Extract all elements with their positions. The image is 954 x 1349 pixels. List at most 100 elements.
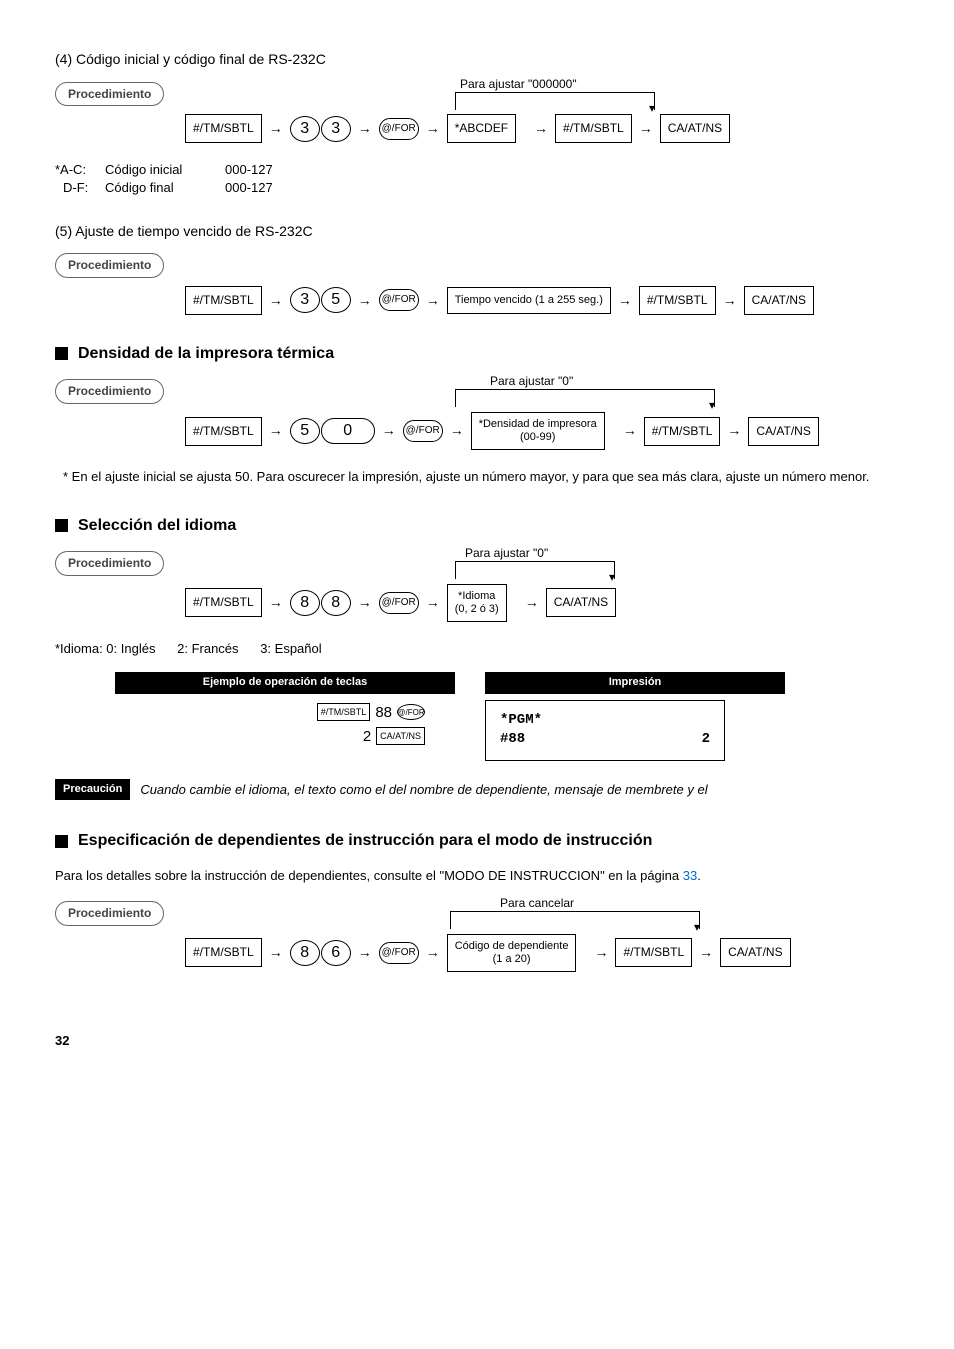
bypass-note: Para ajustar "0": [490, 373, 573, 390]
example-header-keys: Ejemplo de operación de teclas: [115, 672, 455, 693]
key-caatns: CA/AT/NS: [660, 114, 730, 143]
heading-text: Selección del idioma: [78, 515, 236, 537]
heading-idioma: Selección del idioma: [55, 515, 899, 537]
procedure-label: Procedimiento: [55, 551, 164, 576]
key-digit: 0: [321, 418, 375, 444]
key-atfor: @/FOR: [379, 942, 419, 964]
key-tmsbtl: #/TM/SBTL: [185, 286, 262, 315]
densidad-flow: Procedimiento Para ajustar "0" ▾ #/TM/SB…: [55, 379, 899, 450]
example-keys-col: Ejemplo de operación de teclas #/TM/SBTL…: [115, 672, 455, 761]
arrow-icon: →: [358, 119, 372, 139]
bypass-note: Para cancelar: [500, 895, 574, 912]
caution-text: Cuando cambie el idioma, el texto como e…: [140, 779, 707, 799]
heading-espec: Especificación de dependientes de instru…: [55, 830, 899, 852]
arrow-icon: →: [269, 593, 283, 613]
key-tmsbtl: #/TM/SBTL: [644, 417, 721, 446]
arrow-icon: →: [594, 943, 608, 963]
example-header-print: Impresión: [485, 672, 785, 693]
densidad-note: * En el ajuste inicial se ajusta 50. Par…: [55, 468, 899, 486]
section-4-title: (4) Código inicial y código final de RS-…: [55, 50, 899, 70]
espec-flow: Procedimiento Para cancelar ▾ #/TM/SBTL …: [55, 901, 899, 972]
arrow-icon: →: [639, 119, 653, 139]
key-tmsbtl: #/TM/SBTL: [185, 417, 262, 446]
def-value: 000-127: [225, 161, 273, 179]
procedure-label: Procedimiento: [55, 379, 164, 404]
key-tmsbtl: #/TM/SBTL: [185, 114, 262, 143]
arrow-icon: →: [727, 421, 741, 441]
key-digit: 3: [290, 287, 320, 313]
key-tmsbtl: #/TM/SBTL: [317, 703, 371, 722]
procedure-label: Procedimiento: [55, 901, 164, 926]
caution-row: Precaución Cuando cambie el idioma, el t…: [55, 779, 899, 800]
arrow-icon: →: [358, 943, 372, 963]
key-caatns: CA/AT/NS: [744, 286, 814, 315]
espec-intro: Para los detalles sobre la instrucción d…: [55, 867, 899, 885]
input-box: *Densidad de impresora (00-99): [471, 412, 605, 450]
input-box: *ABCDEF: [447, 114, 516, 143]
arrow-icon: →: [269, 291, 283, 311]
key-digit: 3: [321, 116, 351, 142]
key-atfor: @/FOR: [379, 289, 419, 311]
heading-text: Especificación de dependientes de instru…: [78, 830, 652, 852]
arrow-icon: →: [534, 119, 548, 139]
bypass-note: Para ajustar "000000": [460, 76, 577, 93]
bypass-line: [455, 389, 715, 407]
example-print-col: Impresión *PGM* #882: [485, 672, 785, 761]
key-caatns: CA/AT/NS: [376, 727, 425, 746]
key-tmsbtl: #/TM/SBTL: [185, 588, 262, 617]
key-tmsbtl: #/TM/SBTL: [185, 938, 262, 967]
arrow-icon: →: [426, 593, 440, 613]
arrow-icon: →: [699, 943, 713, 963]
arrow-icon: →: [618, 291, 632, 311]
heading-densidad: Densidad de la impresora térmica: [55, 343, 899, 365]
key-caatns: CA/AT/NS: [546, 588, 616, 617]
procedure-label: Procedimiento: [55, 253, 164, 278]
square-icon: [55, 347, 68, 360]
idioma-langs: *Idioma: 0: Inglés 2: Francés 3: Español: [55, 640, 899, 658]
section-4-flow: Procedimiento Para ajustar "000000" ▾ #/…: [55, 82, 899, 144]
arrow-icon: →: [623, 421, 637, 441]
section-5-flow: Procedimiento #/TM/SBTL → 3 5 → @/FOR → …: [55, 253, 899, 315]
bypass-note: Para ajustar "0": [465, 545, 548, 562]
arrow-icon: →: [269, 421, 283, 441]
key-digit: 5: [290, 418, 320, 444]
input-box: *Idioma (0, 2 ó 3): [447, 584, 507, 622]
key-tmsbtl: #/TM/SBTL: [639, 286, 716, 315]
key-digit: 3: [290, 116, 320, 142]
key-digit: 8: [321, 590, 351, 616]
key-caatns: CA/AT/NS: [720, 938, 790, 967]
arrow-icon: →: [269, 119, 283, 139]
key-caatns: CA/AT/NS: [748, 417, 818, 446]
key-sequence: #/TM/SBTL 88 @/FOR 2 CA/AT/NS: [115, 694, 455, 758]
seq-digits: 88: [375, 702, 392, 723]
key-digit: 8: [290, 940, 320, 966]
arrow-icon: →: [358, 593, 372, 613]
heading-text: Densidad de la impresora térmica: [78, 343, 334, 365]
input-box: Tiempo vencido (1 a 255 seg.): [447, 287, 611, 314]
square-icon: [55, 519, 68, 532]
key-atfor: @/FOR: [379, 592, 419, 614]
key-tmsbtl: #/TM/SBTL: [555, 114, 632, 143]
def-label: D-F:: [55, 179, 105, 197]
arrow-icon: →: [358, 291, 372, 311]
arrow-icon: →: [450, 421, 464, 441]
page-number: 32: [55, 1032, 899, 1050]
bypass-line: [455, 92, 655, 110]
bypass-line: [455, 561, 615, 579]
caution-label: Precaución: [55, 779, 130, 800]
input-box: Código de dependiente (1 a 20): [447, 934, 577, 972]
key-atfor: @/FOR: [403, 420, 443, 442]
definition-list: *A-C:Código inicial000-127 D-F:Código fi…: [55, 161, 899, 197]
arrow-icon: →: [723, 291, 737, 311]
bypass-line: [450, 911, 700, 929]
seq-digits: 2: [363, 726, 371, 747]
def-text: Código inicial: [105, 161, 225, 179]
def-label: *A-C:: [55, 161, 105, 179]
arrow-icon: →: [269, 943, 283, 963]
print-line: *PGM*: [500, 711, 710, 731]
page-link[interactable]: 33: [683, 868, 697, 883]
arrow-icon: →: [525, 593, 539, 613]
def-value: 000-127: [225, 179, 273, 197]
section-5-title: (5) Ajuste de tiempo vencido de RS-232C: [55, 222, 899, 242]
example-row: Ejemplo de operación de teclas #/TM/SBTL…: [55, 672, 899, 761]
